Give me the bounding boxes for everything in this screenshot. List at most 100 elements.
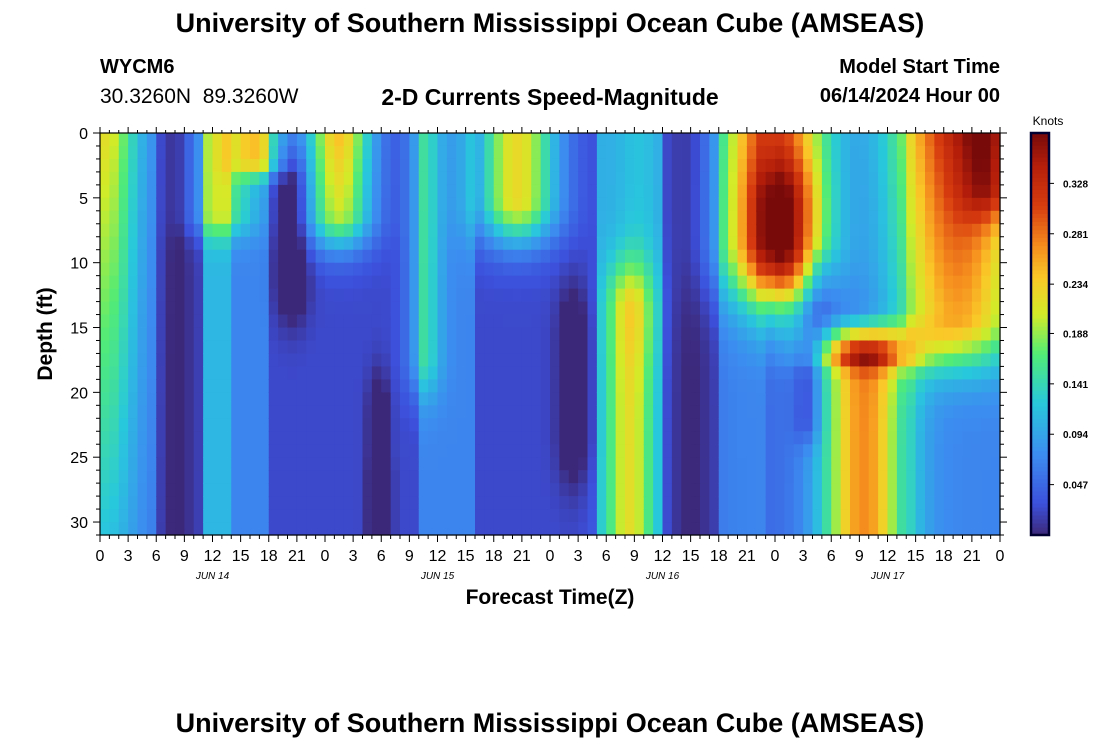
colorbar-segment (1031, 458, 1049, 464)
heatmap-cell (737, 392, 748, 406)
heatmap-cell (184, 223, 195, 238)
heatmap-cell (137, 457, 148, 471)
heatmap-cell (943, 197, 954, 212)
heatmap-cell (915, 522, 926, 536)
heatmap-cell (596, 236, 607, 251)
heatmap-cell (362, 340, 373, 355)
heatmap-cell (296, 353, 307, 368)
heatmap-cell (381, 158, 392, 173)
heatmap-cell (259, 418, 270, 432)
heatmap-cell (934, 223, 945, 238)
heatmap-cell (953, 184, 964, 199)
heatmap-cell (662, 262, 673, 277)
heatmap-cell (709, 288, 720, 303)
colorbar-segment (1031, 450, 1049, 456)
heatmap-cell (962, 145, 973, 160)
heatmap-cell (109, 509, 120, 523)
heatmap-cell (765, 210, 776, 225)
heatmap-cell (700, 158, 710, 173)
heatmap-cell (756, 158, 767, 173)
heatmap-cell (578, 496, 589, 510)
heatmap-cell (578, 405, 589, 419)
heatmap-cell (568, 483, 579, 497)
heatmap-cell (128, 353, 139, 368)
heatmap-cell (296, 184, 307, 199)
heatmap-cell (681, 223, 692, 238)
heatmap-cell (887, 444, 898, 458)
heatmap-cell (775, 457, 785, 471)
heatmap-cell (296, 197, 307, 212)
heatmap-cell (296, 236, 307, 251)
heatmap-cell (634, 353, 645, 368)
heatmap-cell (362, 197, 373, 212)
heatmap-cell (775, 327, 785, 342)
heatmap-cell (559, 158, 570, 173)
heatmap-cell (709, 327, 720, 342)
heatmap-cell (278, 353, 289, 368)
heatmap-cell (156, 483, 167, 497)
heatmap-cell (287, 171, 298, 186)
heatmap-cell (146, 314, 157, 329)
heatmap-cell (428, 197, 439, 212)
heatmap-cell (428, 418, 439, 432)
heatmap-cell (353, 340, 364, 355)
heatmap-cell (287, 145, 298, 160)
heatmap-cell (709, 210, 720, 225)
heatmap-cell (803, 496, 814, 510)
heatmap-cell (203, 314, 214, 329)
heatmap-cell (643, 418, 654, 432)
heatmap-cell (446, 379, 457, 393)
heatmap-cell (831, 197, 842, 212)
heatmap-cell (662, 379, 673, 393)
heatmap-cell (325, 457, 335, 471)
heatmap-cell (521, 470, 532, 484)
heatmap-cell (437, 262, 448, 277)
heatmap-cell (287, 288, 298, 303)
heatmap-cell (953, 314, 964, 329)
heatmap-cell (953, 327, 964, 342)
heatmap-cell (362, 145, 373, 160)
heatmap-cell (784, 145, 795, 160)
heatmap-cell (925, 366, 935, 380)
heatmap-cell (850, 223, 860, 238)
heatmap-cell (231, 431, 242, 445)
colorbar-segment (1031, 237, 1049, 243)
heatmap-cell (212, 210, 223, 225)
heatmap-cell (990, 288, 1001, 303)
heatmap-cell (362, 236, 373, 251)
heatmap-cell (371, 223, 382, 238)
heatmap-cell (953, 353, 964, 368)
heatmap-cell (212, 249, 223, 264)
heatmap-cell (681, 457, 692, 471)
heatmap-cell (390, 431, 401, 445)
heatmap-cell (887, 522, 898, 536)
heatmap-cell (250, 210, 260, 225)
heatmap-cell (859, 509, 870, 523)
heatmap-cell (793, 184, 804, 199)
heatmap-cell (212, 327, 223, 342)
colorbar-segment (1031, 358, 1049, 363)
heatmap-cell (812, 392, 823, 406)
colorbar-tick-label: 0.094 (1063, 430, 1088, 441)
heatmap-cell (925, 483, 935, 497)
heatmap-cell (887, 133, 898, 147)
heatmap-cell (250, 470, 260, 484)
heatmap-cell (100, 171, 110, 186)
heatmap-cells (100, 133, 1001, 536)
heatmap-cell (240, 483, 251, 497)
x-tick-label: 12 (429, 548, 447, 565)
heatmap-cell (821, 197, 832, 212)
heatmap-cell (850, 327, 860, 342)
heatmap-cell (559, 509, 570, 523)
heatmap-cell (446, 301, 457, 316)
heatmap-cell (653, 379, 664, 393)
heatmap-cell (990, 262, 1001, 277)
heatmap-cell (371, 145, 382, 160)
heatmap-cell (756, 483, 767, 497)
heatmap-cell (456, 522, 467, 536)
heatmap-cell (943, 288, 954, 303)
heatmap-cell (868, 509, 879, 523)
heatmap-cell (746, 431, 757, 445)
heatmap-cell (971, 444, 982, 458)
heatmap-cell (437, 223, 448, 238)
